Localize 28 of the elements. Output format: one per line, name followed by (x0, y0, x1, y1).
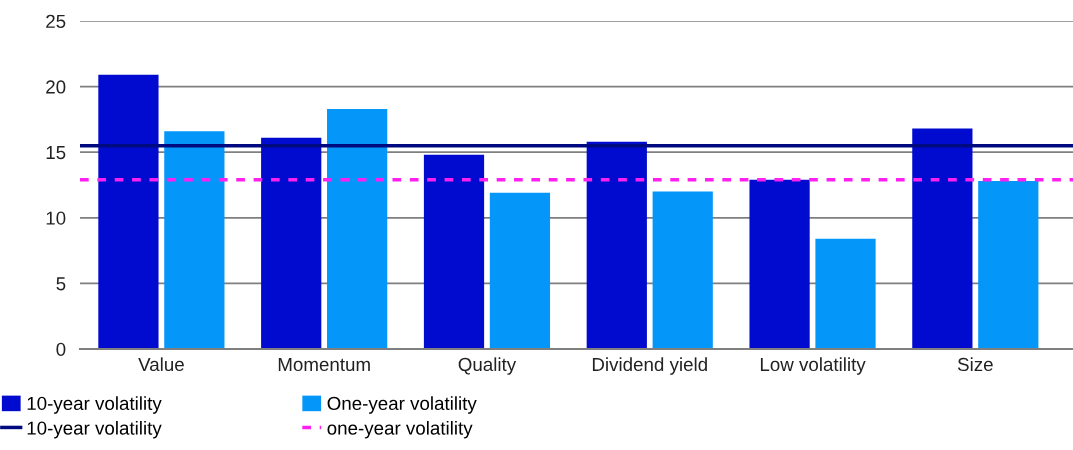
x-tick-label: Size (957, 357, 993, 372)
y-tick-label: 20 (46, 80, 66, 94)
bar (98, 74, 159, 349)
x-tick-label: Low volatility (760, 357, 866, 375)
y-tick-label: 15 (46, 146, 66, 160)
legend-label: one-year volatility (327, 420, 473, 439)
legend-label: One-year volatility (327, 396, 477, 414)
bar (912, 128, 973, 349)
bar (978, 181, 1039, 349)
bar (749, 179, 810, 349)
bar (586, 141, 647, 349)
x-tick-label: Dividend yield (592, 357, 707, 375)
bar (327, 108, 388, 349)
bar (489, 192, 551, 349)
legend-label: 10-year volatility (27, 420, 162, 439)
x-tick-label: Momentum (278, 358, 370, 372)
bar (815, 238, 876, 349)
y-tick-label: 10 (46, 211, 66, 225)
y-tick-label: 25 (46, 14, 66, 28)
bar (261, 137, 322, 349)
y-tick-label: 5 (56, 277, 66, 291)
bar (652, 191, 713, 349)
x-tick-label: Value (138, 357, 184, 372)
legend-label: 10-year volatility (27, 396, 162, 414)
bar (423, 154, 485, 349)
y-tick-label: 0 (56, 342, 66, 356)
x-tick-label: Quality (458, 357, 517, 375)
bar (164, 131, 225, 349)
